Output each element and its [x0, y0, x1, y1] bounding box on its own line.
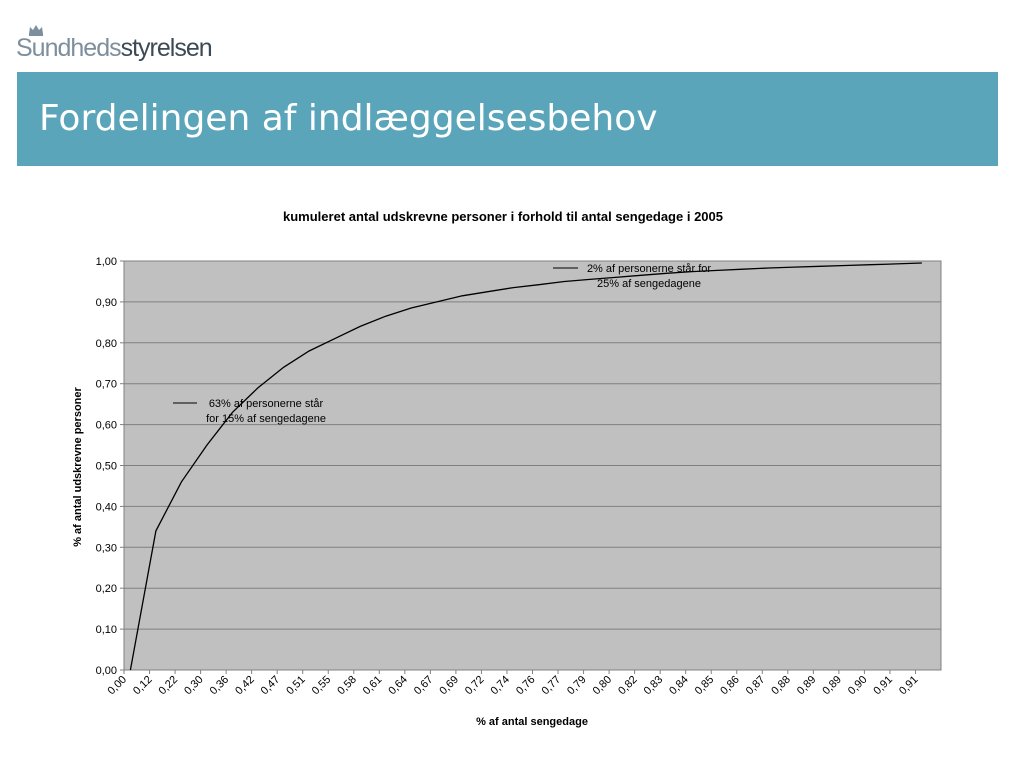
series-line	[129, 262, 922, 671]
x-tick-label: 0,77	[540, 674, 564, 698]
y-tick-label: 0,50	[96, 461, 117, 473]
x-tick-label: 0,64	[386, 674, 410, 698]
x-tick-label: 0,00	[105, 674, 129, 698]
grid-lines	[120, 260, 941, 674]
x-tick-label: 0,47	[259, 674, 283, 698]
x-tick-label: 0,55	[310, 674, 334, 698]
x-tick-label: 0,42	[233, 674, 257, 698]
y-tick-label: 0,10	[96, 624, 117, 636]
y-tick-label: 0,30	[96, 542, 117, 554]
x-tick-label: 0,83	[642, 674, 666, 698]
x-tick-label: 0,89	[820, 674, 844, 698]
x-tick-label: 0,36	[208, 674, 232, 698]
x-tick-label: 0,22	[157, 674, 181, 698]
x-tick-label: 0,88	[769, 674, 793, 698]
annotation-1-line2: for 15% af sengedagene	[206, 413, 326, 425]
x-tick-label: 0,30	[182, 674, 206, 698]
x-tick-label: 0,82	[616, 674, 640, 698]
x-tick-label: 0,90	[846, 674, 870, 698]
logo-text: Sundhedsstyrelsen	[16, 34, 213, 63]
y-tick-label: 0,40	[96, 501, 117, 513]
x-tick-label: 0,91	[897, 674, 921, 698]
x-tick-label: 0,74	[488, 674, 512, 698]
x-tick-label: 0,58	[335, 674, 359, 698]
x-tick-label: 0,87	[744, 674, 768, 698]
x-tick-labels: 0,00 0,12 0,22 0,30 0,36 0,42 0,47 0,51 0,55 0,58…	[105, 674, 920, 698]
y-tick-labels: 0,00 0,10 0,20 0,30 0,40 0,50 0,60 0,70 0,80 0,90…	[96, 256, 117, 677]
annotation-2-line2: 25% af sengedagene	[597, 278, 701, 290]
y-tick-label: 0,20	[96, 583, 117, 595]
title-banner: Fordelingen af indlæggelsesbehov	[17, 72, 998, 166]
x-tick-label: 0,91	[871, 674, 895, 698]
x-tick-label: 0,67	[412, 674, 436, 698]
y-tick-label: 1,00	[96, 256, 117, 268]
chart-title: kumuleret antal udskrevne personer i for…	[283, 209, 723, 224]
page-title: Fordelingen af indlæggelsesbehov	[39, 98, 658, 139]
x-tick-label: 0,61	[361, 674, 385, 698]
x-tick-label: 0,51	[284, 674, 308, 698]
x-tick-label: 0,72	[463, 674, 487, 698]
y-tick-label: 0,80	[96, 338, 117, 350]
y-tick-label: 0,60	[96, 420, 117, 432]
y-tick-label: 0,00	[96, 665, 117, 677]
x-tick-label: 0,69	[437, 674, 461, 698]
x-tick-label: 0,79	[565, 674, 589, 698]
y-axis-label: % af antal udskrevne personer	[72, 387, 84, 547]
logo: Sundhedsstyrelsen	[16, 25, 216, 66]
x-tick-label: 0,85	[693, 674, 717, 698]
x-tick-label: 0,76	[514, 674, 538, 698]
annotation-2-line1: 2% af personerne står for	[587, 263, 711, 275]
x-tick-label: 0,12	[131, 674, 155, 698]
x-tick-label: 0,80	[591, 674, 615, 698]
y-tick-label: 0,90	[96, 297, 117, 309]
x-axis-label: % af antal sengedage	[476, 716, 588, 728]
logo-part1: Sundheds	[16, 34, 122, 62]
x-tick-label: 0,86	[718, 674, 742, 698]
x-tick-label: 0,84	[667, 674, 691, 698]
x-tick-label: 0,89	[795, 674, 819, 698]
crown-icon	[29, 25, 43, 36]
annotation-1-line1: 63% af personerne står	[209, 398, 324, 410]
logo-part2: styrelsen	[120, 34, 213, 62]
annotations: 63% af personerne står for 15% af sengeda…	[173, 263, 711, 425]
y-tick-label: 0,70	[96, 379, 117, 391]
